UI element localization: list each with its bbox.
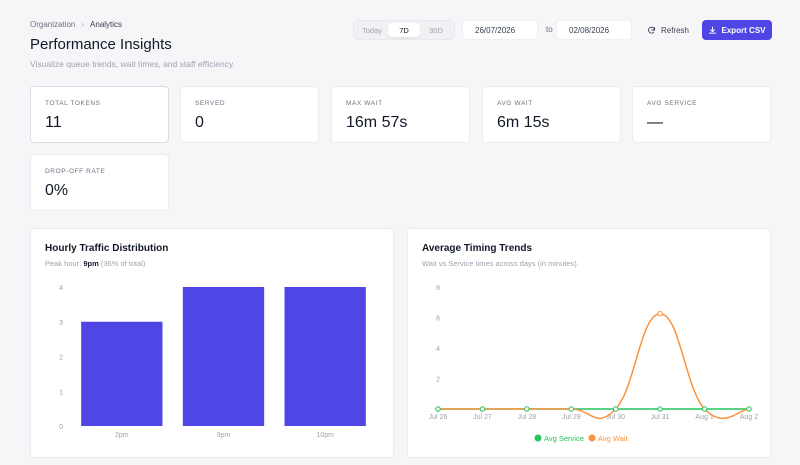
stat-value: 11: [45, 114, 62, 131]
x-tick-label: Jul 31: [651, 414, 670, 421]
stat-label: MAX WAIT: [346, 100, 383, 107]
stat-value: 0%: [45, 182, 69, 199]
y-tick-label: 1: [59, 389, 63, 396]
data-point: [657, 406, 663, 412]
stat-value: —: [647, 114, 663, 131]
stat-label: DROP-OFF RATE: [45, 168, 106, 175]
timing-trends-title: Average Timing Trends: [422, 243, 533, 254]
range-option-today[interactable]: Today: [361, 25, 382, 35]
x-tick-label: Jul 27: [473, 414, 492, 421]
stat-label: AVG WAIT: [497, 100, 533, 107]
y-tick-label: 0: [59, 424, 63, 431]
peak-hour-prefix: Peak hour:: [45, 259, 84, 268]
x-tick-label: Aug 2: [740, 414, 758, 421]
stat-label: TOTAL TOKENS: [45, 100, 101, 107]
end-date-input[interactable]: 02/08/2026: [556, 20, 632, 40]
x-tick-label: 10pm: [316, 432, 334, 439]
data-point: [613, 406, 619, 412]
y-tick-label: 3: [59, 320, 63, 327]
timing-trends-panel: Average Timing Trends Wait vs Service ti…: [407, 228, 771, 458]
x-tick-label: Jul 29: [562, 414, 581, 421]
stat-value: 6m 15s: [497, 114, 550, 131]
data-point: [479, 406, 486, 412]
download-icon: [709, 26, 717, 34]
breadcrumb-analytics: Analytics: [90, 20, 123, 29]
export-csv-label: Export CSV: [721, 25, 766, 35]
data-point: [657, 310, 663, 317]
legend-swatch: [534, 434, 542, 442]
data-point: [568, 406, 574, 412]
data-point: [435, 406, 441, 412]
stat-card-total-tokens: TOTAL TOKENS 11: [30, 86, 169, 143]
stat-card-max-wait: MAX WAIT 16m 57s: [331, 86, 470, 143]
page-subtitle: Visualize queue trends, wait times, and …: [30, 59, 235, 69]
legend-label: Avg Wait: [598, 434, 629, 443]
data-point: [701, 406, 708, 412]
stat-label: SERVED: [195, 100, 226, 107]
range-option-7d[interactable]: 7D: [388, 23, 420, 37]
bar: [284, 287, 366, 426]
stat-value: 16m 57s: [346, 114, 408, 131]
bar: [81, 321, 163, 426]
y-tick-label: 6: [436, 316, 440, 323]
bar: [182, 287, 265, 426]
x-tick-label: Jul 26: [429, 414, 448, 421]
x-tick-label: 2pm: [115, 432, 129, 439]
peak-hour-value: 9pm: [83, 259, 99, 268]
peak-hour-suffix: (36% of total): [98, 259, 146, 268]
stat-card-avg-service: AVG SERVICE —: [632, 86, 771, 143]
refresh-label: Refresh: [660, 25, 689, 35]
hourly-traffic-panel: Hourly Traffic Distribution Peak hour: 9…: [30, 228, 394, 458]
hourly-traffic-chart: 0 1 2 3 4 2pm 9pm 10pm: [59, 285, 366, 439]
y-tick-label: 4: [436, 346, 440, 353]
export-csv-button[interactable]: Export CSV: [702, 20, 772, 40]
stat-card-drop-off-rate: DROP-OFF RATE 0%: [30, 154, 169, 211]
hourly-traffic-title: Hourly Traffic Distribution: [45, 243, 169, 254]
page-title: Performance Insights: [30, 36, 172, 53]
refresh-button[interactable]: Refresh: [640, 20, 696, 40]
data-point: [524, 406, 530, 412]
series-line-avg-wait: [438, 312, 750, 420]
start-date-input[interactable]: 26/07/2026: [462, 20, 538, 40]
refresh-icon: [648, 26, 655, 34]
data-point: [746, 406, 752, 412]
y-tick-label: 4: [59, 285, 63, 292]
x-tick-label: Jul 30: [606, 414, 625, 421]
stat-card-served: SERVED 0: [180, 86, 319, 143]
y-tick-label: 8: [436, 285, 440, 292]
legend-swatch: [588, 434, 596, 442]
stat-value: 0: [195, 114, 204, 131]
breadcrumb-organization[interactable]: Organization: [30, 20, 76, 29]
breadcrumb: Organization › Analytics: [30, 20, 122, 29]
range-selector: Today 7D 30D: [353, 20, 455, 40]
x-tick-label: 9pm: [217, 432, 231, 439]
peak-hour-text: Peak hour: 9pm (36% of total): [45, 259, 145, 268]
x-tick-label: Jul 28: [518, 414, 537, 421]
timing-trends-subtitle: Wait vs Service times across days (in mi…: [422, 259, 579, 268]
range-option-30d[interactable]: 30D: [429, 25, 443, 35]
breadcrumb-separator-icon: ›: [81, 20, 85, 29]
y-tick-label: 2: [436, 377, 440, 384]
date-range-to-label: to: [546, 25, 553, 34]
legend-label: Avg Service: [544, 434, 584, 443]
x-tick-label: Aug 1: [695, 414, 713, 421]
stat-card-avg-wait: AVG WAIT 6m 15s: [482, 86, 621, 143]
y-tick-label: 2: [59, 355, 63, 362]
stat-label: AVG SERVICE: [647, 100, 698, 107]
